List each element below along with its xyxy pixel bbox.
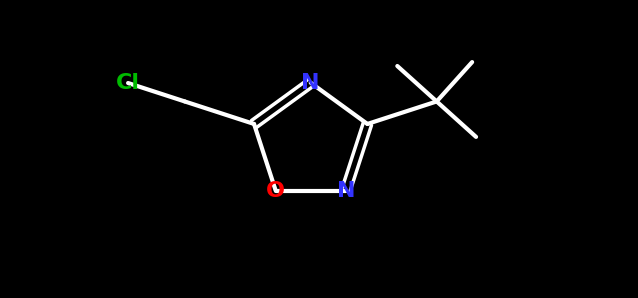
Text: N: N	[336, 181, 355, 201]
Text: O: O	[266, 181, 285, 201]
Text: N: N	[302, 73, 320, 93]
Text: Cl: Cl	[116, 73, 140, 93]
